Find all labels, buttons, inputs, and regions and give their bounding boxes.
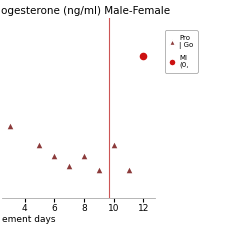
Point (97, 168, 101, 171)
Text: ogesterone (ng/ml) Male-Female: ogesterone (ng/ml) Male-Female (1, 6, 170, 16)
Point (67, 164, 71, 168)
X-axis label: ement days: ement days (2, 215, 56, 224)
Point (127, 168, 130, 171)
Legend: Pro
| Go, MI
(0,: Pro | Go, MI (0, (165, 30, 198, 72)
Point (38, 143, 41, 147)
Point (8, 124, 11, 128)
Point (112, 143, 115, 147)
Point (82, 155, 86, 158)
Point (142, 54, 145, 58)
Point (52, 155, 56, 158)
